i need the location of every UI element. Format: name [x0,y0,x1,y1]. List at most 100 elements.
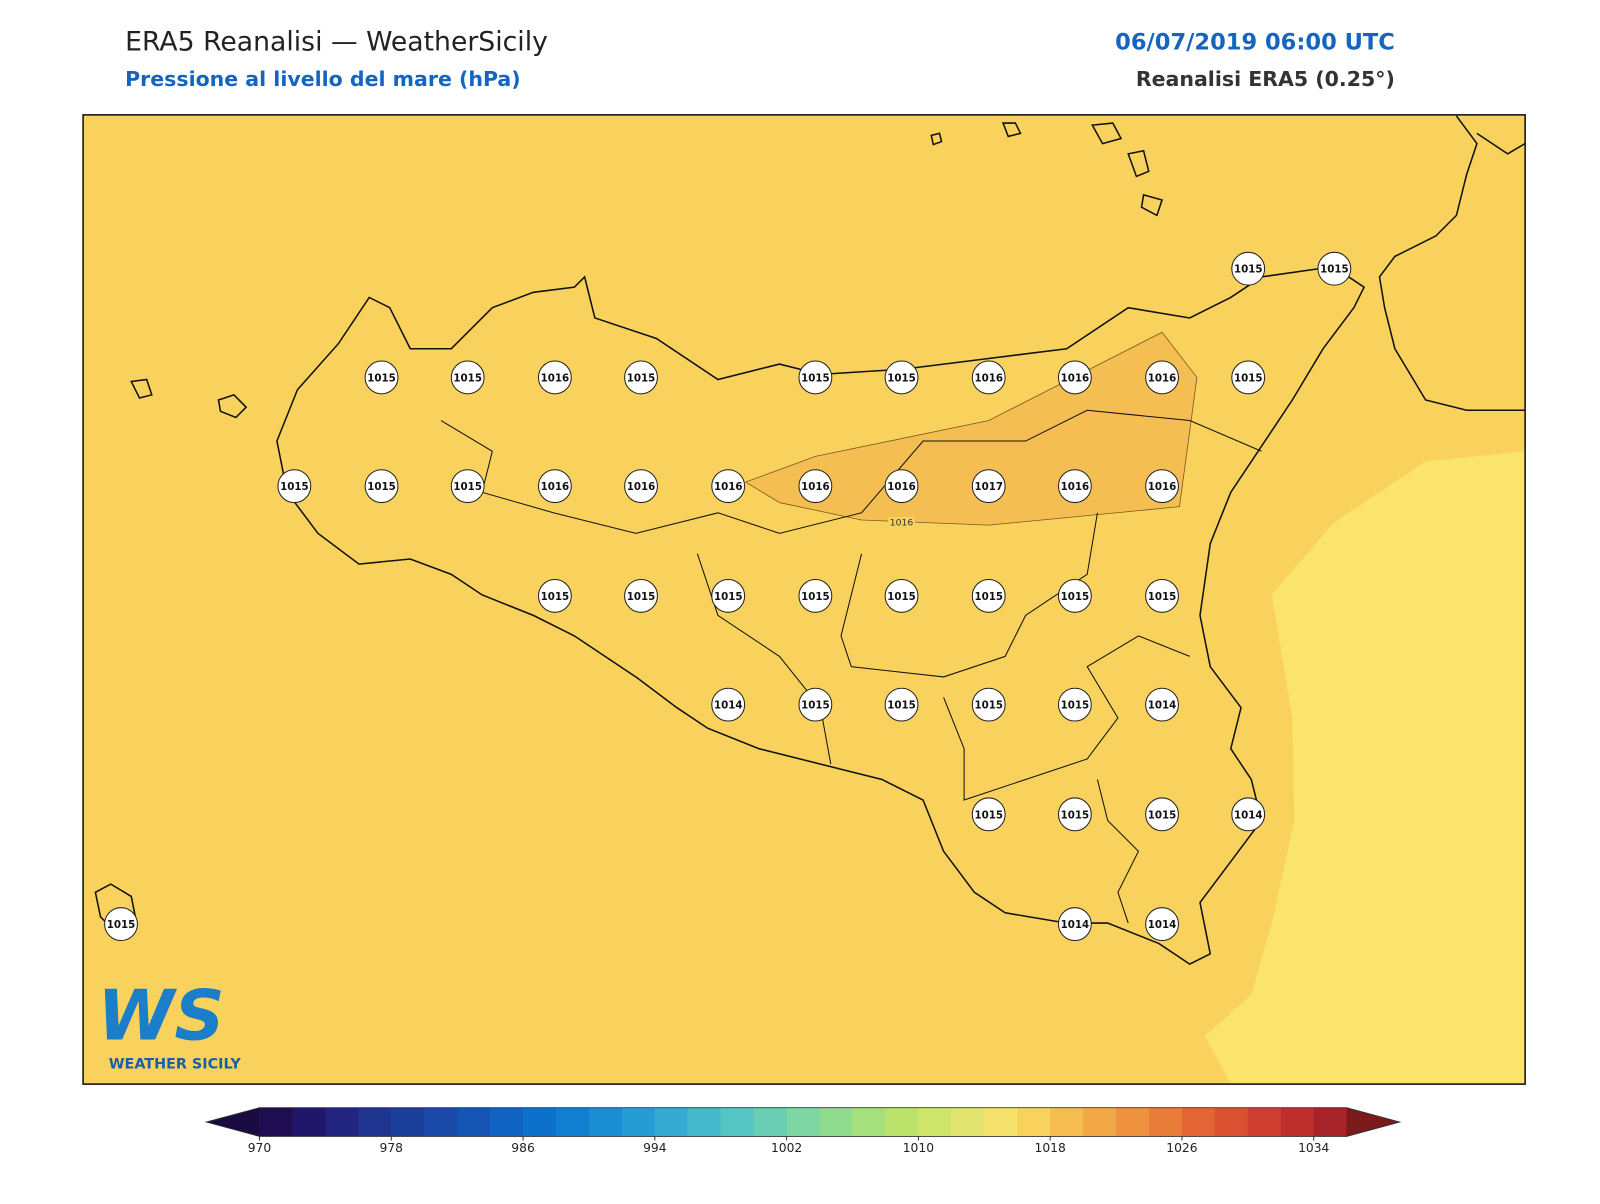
station: 1015 [624,578,658,613]
station-marker [1145,469,1179,504]
station-value: 1015 [801,700,830,712]
colorbar-segment [1116,1107,1150,1137]
colorbar-segment [885,1107,919,1137]
station-marker [971,578,1006,613]
station-value: 1014 [714,700,743,712]
station-marker [798,360,833,395]
date: 06/07/2019 06:00 UTC [1115,30,1395,56]
station: 1014 [1145,907,1179,942]
station-value: 1015 [887,591,916,603]
station-value: 1015 [801,372,830,384]
colorbar-segment [951,1107,985,1137]
station-value: 1014 [1234,809,1263,821]
station: 1016 [798,469,833,504]
colorbar-segment [424,1107,458,1137]
station-value: 1015 [1234,264,1263,276]
station-value: 1015 [1061,700,1090,712]
station-value: 1015 [367,372,396,384]
colorbar-segment [1083,1107,1117,1137]
station: 1015 [711,578,746,613]
station-value: 1015 [367,481,396,493]
station: 1016 [1057,360,1092,395]
station-value: 1016 [801,481,830,493]
station: 1015 [364,469,399,504]
colorbar-segment [1017,1107,1051,1137]
colorbar-tick-label: 1034 [1298,1141,1329,1155]
station: 1017 [971,469,1006,504]
station-marker [624,469,658,504]
station-marker [798,578,833,613]
station: 1016 [1145,360,1179,395]
station-marker [1145,687,1179,722]
colorbar-segment [1148,1107,1183,1137]
station: 1015 [884,687,919,722]
station-marker [624,578,658,613]
station: 1015 [1057,578,1092,613]
station-marker [884,469,919,504]
station-value: 1015 [1234,372,1263,384]
contour-label-bg [888,516,915,530]
logo-mark: WS [97,976,224,1057]
station-marker [537,469,572,504]
logo-name: WEATHER SICILY [109,1057,242,1073]
station-value: 1015 [1320,264,1349,276]
station: 1014 [1231,797,1266,832]
station-marker [450,469,485,504]
contour-label: 1016 [890,518,914,529]
station-value: 1015 [1148,591,1177,603]
station: 1015 [364,360,399,395]
station-marker [364,469,399,504]
station-marker [537,578,572,613]
station-value: 1016 [887,481,916,493]
colorbar-segment [720,1107,755,1137]
station-marker [711,687,746,722]
station-marker [624,360,658,395]
station: 1015 [1145,578,1179,613]
station-value: 1016 [714,481,743,493]
station-value: 1016 [1148,372,1177,384]
colorbar-segment [918,1107,952,1137]
station-marker [1231,360,1266,395]
station: 1016 [1057,469,1092,504]
colorbar-segment [325,1107,359,1137]
station-marker [1231,251,1266,286]
station-marker [1057,907,1092,942]
colorbar-tick-label: 986 [511,1141,535,1155]
station-value: 1015 [714,591,743,603]
colorbar-segment [786,1107,821,1137]
station-marker [1145,360,1179,395]
station-marker [971,687,1006,722]
station-marker [971,469,1006,504]
station: 1015 [971,578,1006,613]
station-value: 1015 [974,809,1003,821]
colorbar-segment [1280,1107,1315,1137]
colorbar-segment [391,1107,425,1137]
station-value: 1015 [974,591,1003,603]
colorbar-segment [621,1107,656,1137]
station-marker [104,907,138,942]
station-value: 1015 [887,372,916,384]
colorbar-segment [819,1107,854,1137]
station-value: 1016 [627,481,656,493]
colorbar-tick-label: 1002 [771,1141,802,1155]
colorbar-segment [852,1107,886,1137]
station-marker [537,360,572,395]
station-marker [1057,797,1092,832]
colorbar-tick-label: 1018 [1035,1141,1066,1155]
station-value: 1016 [974,372,1003,384]
colorbar-segment [358,1107,392,1137]
station: 1015 [1057,687,1092,722]
station-value: 1016 [541,372,570,384]
station: 1015 [450,360,485,395]
station-marker [1057,360,1092,395]
station: 1015 [798,360,833,395]
station-marker [1057,687,1092,722]
station: 1016 [624,469,658,504]
colorbar-segment [753,1107,788,1137]
station: 1015 [450,469,485,504]
station: 1015 [798,578,833,613]
station: 1015 [1231,251,1266,286]
colorbar-segment [490,1107,524,1137]
station: 1016 [537,469,572,504]
